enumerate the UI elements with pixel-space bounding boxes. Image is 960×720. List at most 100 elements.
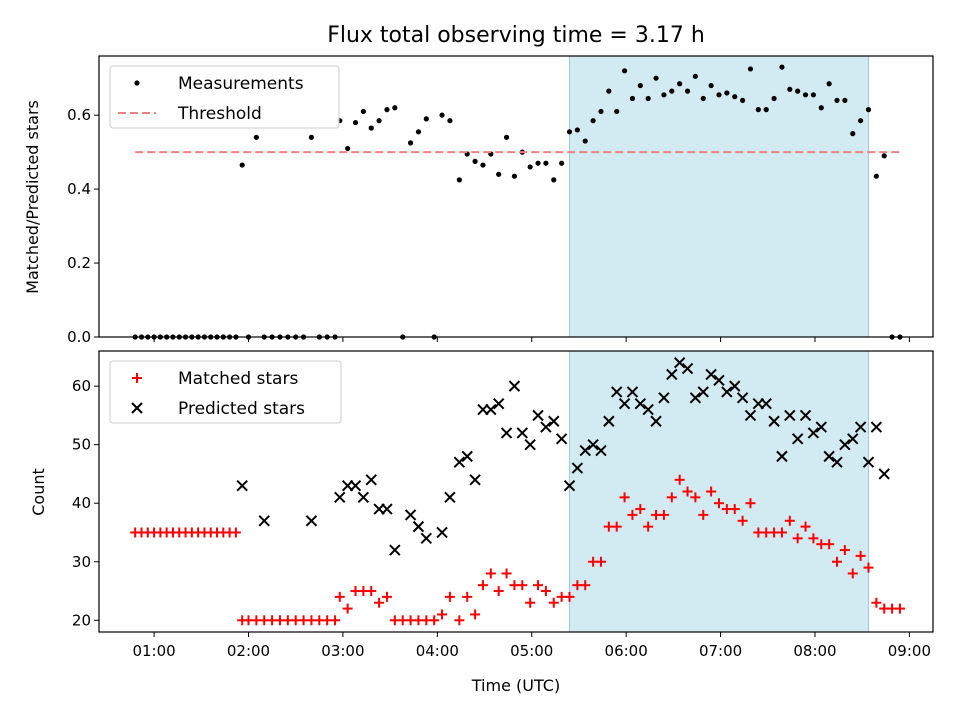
legend-label: Measurements xyxy=(178,74,304,94)
matched-point xyxy=(855,550,866,561)
predicted-point xyxy=(334,491,346,504)
predicted-point xyxy=(555,433,568,445)
matched-point xyxy=(525,597,536,608)
legend-swatch xyxy=(134,80,140,86)
measurement-point xyxy=(787,86,793,92)
measurement-point xyxy=(818,105,824,111)
predicted-point xyxy=(760,397,772,410)
matched-point xyxy=(894,603,905,614)
predicted-point xyxy=(862,456,875,468)
matched-point xyxy=(690,492,701,503)
matched-point xyxy=(470,609,481,620)
predicted-point xyxy=(571,462,584,474)
matched-point xyxy=(666,492,677,503)
measurement-point xyxy=(684,88,691,94)
measurement-point xyxy=(653,75,659,81)
x-tick-label: 01:00 xyxy=(132,642,175,660)
predicted-point xyxy=(878,468,890,480)
predicted-point xyxy=(705,368,717,381)
measurement-point xyxy=(551,177,557,183)
predicted-point xyxy=(650,415,662,427)
matched-point xyxy=(658,509,669,520)
matched-point xyxy=(619,492,630,503)
ratio-marks xyxy=(132,64,903,340)
matched-point xyxy=(776,527,787,538)
measurement-point xyxy=(842,97,848,103)
predicted-point xyxy=(658,392,670,404)
y-tick-label: 0.0 xyxy=(67,328,91,346)
predicted-point xyxy=(492,397,505,410)
measurement-point xyxy=(739,97,746,103)
predicted-point xyxy=(847,433,859,445)
x-tick-label: 03:00 xyxy=(321,642,364,660)
matched-point xyxy=(334,591,345,602)
measurement-point xyxy=(755,107,761,113)
predicted-point xyxy=(563,479,576,492)
predicted-point xyxy=(681,362,694,375)
measurement-point xyxy=(834,97,840,103)
matched-point xyxy=(729,504,740,515)
y-tick-label: 20 xyxy=(72,611,91,629)
matched-point xyxy=(330,615,341,626)
measurement-point xyxy=(661,92,667,98)
matched-point xyxy=(611,521,622,532)
predicted-point xyxy=(870,421,883,433)
measurement-point xyxy=(253,134,259,140)
axes-frame-ratio xyxy=(98,55,934,338)
matched-point xyxy=(374,597,385,608)
measurement-point xyxy=(352,119,359,126)
matched-point xyxy=(564,591,575,602)
x-tick-label: 08:00 xyxy=(793,642,836,660)
y-tick-label: 40 xyxy=(72,494,91,512)
matched-point xyxy=(517,580,528,591)
measurement-point xyxy=(598,108,604,115)
measurement-point xyxy=(535,160,541,166)
predicted-point xyxy=(587,438,599,451)
measurement-point xyxy=(858,118,864,124)
measurement-point xyxy=(503,134,510,140)
legend-swatch xyxy=(132,373,142,383)
matched-point xyxy=(366,586,377,597)
predicted-point xyxy=(485,403,497,416)
measurement-point xyxy=(621,68,628,74)
matched-point xyxy=(595,556,606,567)
y-ticks-counts: 20 30 40 50 60 xyxy=(72,377,99,629)
matched-point xyxy=(493,586,504,597)
measurement-point xyxy=(810,92,817,98)
matched-point xyxy=(737,515,748,526)
measurement-point xyxy=(376,118,382,124)
measurement-point xyxy=(606,88,612,94)
predicted-point xyxy=(729,380,741,392)
measurement-point xyxy=(669,88,675,94)
predicted-point xyxy=(799,409,812,422)
matched-point xyxy=(580,580,591,591)
predicted-point xyxy=(436,526,448,539)
measurement-point xyxy=(747,66,754,72)
measurement-point xyxy=(873,173,879,179)
predicted-point xyxy=(666,368,678,381)
matched-point xyxy=(437,609,448,620)
y-tick-label: 60 xyxy=(72,377,91,395)
measurement-point xyxy=(850,131,856,137)
measurement-point xyxy=(802,92,809,98)
y-ticks-ratio: 0.0 0.2 0.4 0.6 xyxy=(67,106,99,346)
x-tick-label: 02:00 xyxy=(227,642,270,660)
matched-point xyxy=(230,527,241,538)
predicted-point xyxy=(713,374,725,386)
matched-point xyxy=(847,568,858,579)
predicted-point xyxy=(618,397,631,410)
measurement-point xyxy=(439,112,445,118)
measurement-point xyxy=(345,145,351,152)
measurement-point xyxy=(582,138,588,144)
matched-point xyxy=(444,591,455,602)
predicted-point xyxy=(508,380,521,392)
measurement-point xyxy=(724,90,730,96)
predicted-point xyxy=(603,415,615,427)
predicted-point xyxy=(626,386,639,398)
matched-point xyxy=(745,498,756,509)
predicted-point xyxy=(721,386,733,398)
matched-point xyxy=(698,509,709,520)
predicted-point xyxy=(807,427,820,439)
legend-ratio: Measurements Threshold xyxy=(109,65,340,129)
legend-box xyxy=(109,65,340,129)
